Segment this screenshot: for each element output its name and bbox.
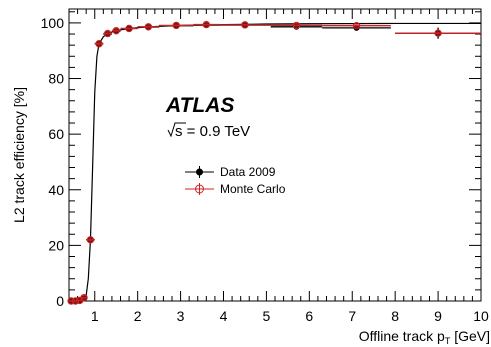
legend-entry-mc: Monte Carlo [185, 182, 286, 196]
mc-point [111, 26, 121, 35]
mc-point [86, 236, 95, 244]
data-series [67, 20, 481, 305]
y-tick-label: 40 [48, 182, 64, 198]
x-axis-title-main: Offline track p [359, 328, 445, 344]
legend-entry-data: Data 2009 [185, 165, 276, 179]
energy-label-text: = 0.9 TeV [183, 123, 251, 140]
legend: Data 2009 Monte Carlo [185, 165, 286, 196]
mc-point [193, 20, 220, 29]
x-axis-title-unit: [GeV] [450, 328, 490, 344]
mc-point [322, 21, 391, 30]
mc-point [159, 21, 194, 30]
plot-frame [68, 8, 482, 302]
energy-label: s = 0.9 TeV [167, 122, 250, 140]
legend-label-data: Data 2009 [220, 165, 276, 179]
series-monte-carlo [67, 20, 481, 305]
x-tick-label: 4 [220, 308, 228, 324]
fit-curve-line [68, 22, 481, 302]
x-tick-label: 1 [91, 308, 99, 324]
y-tick-label: 20 [48, 237, 64, 253]
mc-point [270, 21, 323, 30]
legend-label-mc: Monte Carlo [220, 182, 286, 196]
y-tick-label: 0 [56, 293, 64, 309]
y-tick-label: 100 [41, 15, 65, 31]
x-tick-label: 8 [391, 308, 399, 324]
mc-point [219, 21, 271, 29]
x-tick-label: 7 [348, 308, 356, 324]
fit-curve [68, 22, 481, 302]
y-axis-title: L2 track efficiency [%] [11, 87, 27, 223]
x-axis-title: Offline track pT [GeV] [359, 328, 490, 346]
mc-point [103, 29, 112, 38]
x-tick-label: 9 [434, 308, 442, 324]
x-tick-label: 5 [263, 308, 271, 324]
y-tick-label: 60 [48, 126, 64, 142]
energy-label-sqrt: s [175, 123, 183, 140]
series-data-2009 [68, 22, 481, 304]
atlas-label: ATLAS [165, 94, 234, 117]
x-tick-label: 6 [305, 308, 313, 324]
x-tick-label: 3 [177, 308, 185, 324]
mc-point [395, 29, 481, 37]
axis-ticks [68, 9, 482, 302]
x-axis-title-sub: T [445, 336, 451, 346]
mc-point [80, 293, 88, 302]
mc-point [137, 23, 160, 31]
x-tick-label: 10 [473, 308, 489, 324]
svg-text:s = 0.9 TeV: s = 0.9 TeV [175, 123, 250, 140]
mc-point [94, 40, 104, 48]
y-tick-label: 80 [48, 71, 64, 87]
mc-point [120, 24, 138, 33]
x-tick-label: 2 [134, 308, 142, 324]
plot-area-border [68, 8, 482, 302]
